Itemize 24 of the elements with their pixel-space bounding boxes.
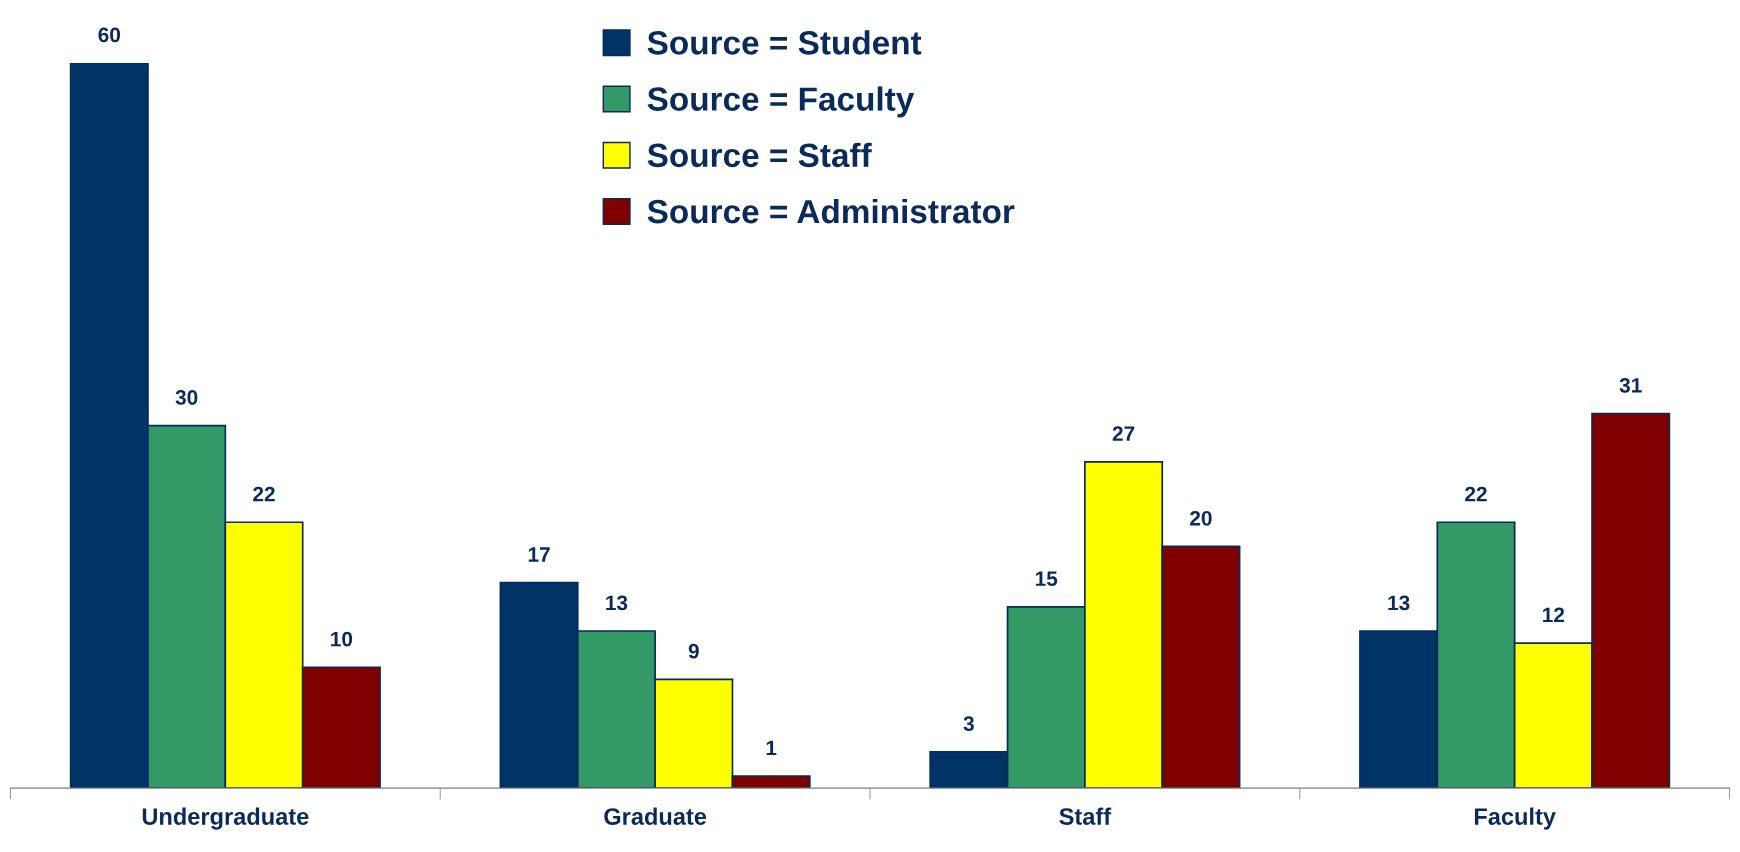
data-label: 10 [331, 631, 353, 647]
data-label: 9 [688, 643, 699, 659]
data-label: 13 [1388, 595, 1410, 611]
x-tick-label: Staff [1059, 807, 1112, 825]
legend-label: Source = Staff [647, 142, 872, 168]
data-label: 1 [766, 740, 777, 756]
legend-label: Source = Faculty [647, 86, 915, 118]
data-label: 22 [1465, 486, 1487, 502]
data-label: 17 [528, 547, 550, 562]
x-tick-label: Undergraduate [142, 807, 309, 830]
x-tick-label: Faculty [1474, 807, 1556, 830]
data-label: 27 [1112, 426, 1135, 441]
data-label: 60 [98, 27, 121, 43]
data-label: 15 [1035, 571, 1058, 587]
data-label: 22 [253, 486, 275, 502]
data-label: 30 [175, 390, 198, 405]
data-label: 20 [1190, 510, 1212, 526]
x-tick-label: Graduate [604, 807, 707, 825]
data-label: 13 [606, 595, 628, 611]
data-label: 31 [1619, 377, 1642, 393]
legend-label: Source = Student [647, 30, 922, 55]
legend-label: Source = Administrator [647, 198, 1015, 224]
data-label: 3 [963, 716, 974, 732]
data-label: 12 [1543, 607, 1565, 623]
